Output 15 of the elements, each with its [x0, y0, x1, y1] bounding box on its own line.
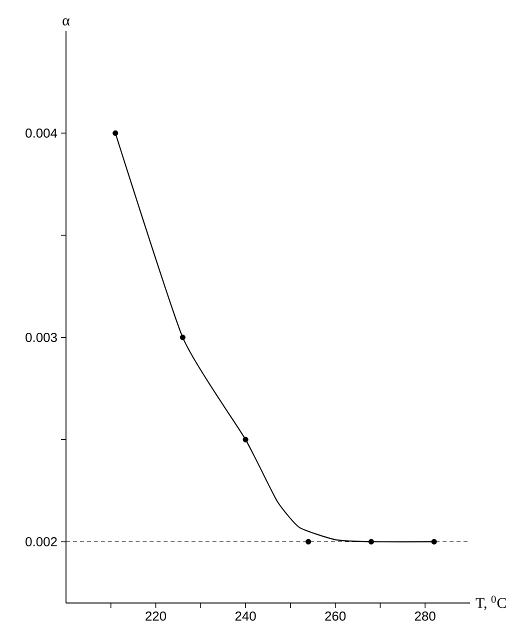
x-tick-label: 260: [325, 612, 346, 621]
x-axis-title: T, $^{0}$C: [476, 596, 506, 610]
y-tick-label: 0.002: [26, 537, 57, 546]
point: [431, 538, 437, 545]
point: [180, 334, 186, 340]
y-tick-label: 0.004: [26, 128, 58, 138]
y-axis-title: α: [62, 18, 70, 26]
point: [112, 130, 118, 136]
x-tick-label: 280: [414, 612, 436, 621]
point: [306, 538, 312, 545]
point: [242, 436, 248, 442]
x-tick-label: 240: [235, 612, 256, 621]
x-tick-label: 220: [146, 612, 166, 621]
point: [368, 538, 374, 545]
y-tick-label: 0.003: [26, 332, 57, 342]
